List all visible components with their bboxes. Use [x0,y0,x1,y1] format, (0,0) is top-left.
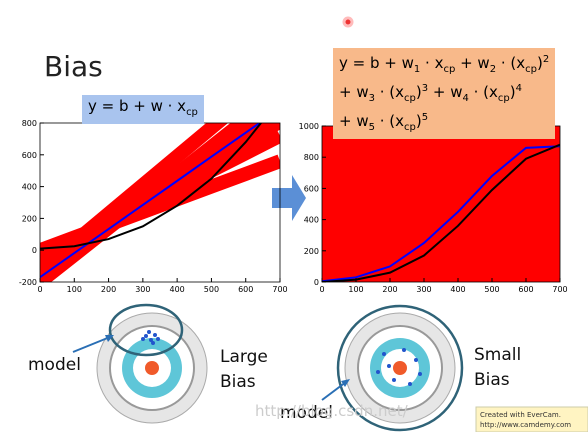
formula: y = b + w1 · xcp + w2 · (xcp)2 + w3 · (xc… [333,48,556,139]
y-tick-label: 400 [22,183,37,192]
formula-text: 3 [421,83,429,94]
series-line [40,123,229,277]
x-tick-label: 700 [272,285,287,294]
x-tick-label: 100 [348,285,363,294]
model-label: model [280,403,333,423]
formula-line: + w3 · (xcp)3 + w4 · (xcp)4 [339,79,549,108]
plot [322,126,560,282]
x-tick-label: 0 [37,285,42,294]
y-tick-label: 600 [22,151,37,160]
badge-text: http://www.camdemy.com [480,421,571,429]
formula-text: cp [497,93,510,104]
formula-text: cp [525,64,537,75]
x-tick-label: 300 [135,285,150,294]
watermark: http://blog.csdn.net/ [255,402,409,420]
x-tick-label: 0 [319,285,324,294]
y-tick-label: 400 [304,216,319,225]
y-tick-label: 0 [32,246,37,255]
formula-text: y = b + w [339,54,414,72]
x-tick-label: 400 [450,285,465,294]
x-tick-label: 500 [204,285,219,294]
formula-text: + w [428,83,463,101]
formula-text: · x [420,54,444,72]
formula-text: 3 [368,93,375,104]
formula-text: y = b + w · x [88,97,187,115]
formula-text: 5 [368,122,375,133]
y-tick-label: 800 [304,153,319,162]
arrow [272,175,306,221]
x-tick-label: 600 [518,285,533,294]
series-line [40,123,253,282]
formula-text: · (x [468,83,498,101]
formula-text: ) [509,83,516,101]
y-tick-label: -200 [19,278,37,287]
formula-text: ) [415,112,422,130]
model-label: model [28,355,81,375]
series-line [322,145,560,282]
pointer [342,16,354,28]
y-tick-label: 600 [304,184,319,193]
formula-text: 2 [489,64,497,75]
y-tick-label: 1000 [299,122,319,131]
x-tick-label: 200 [101,285,116,294]
formula-text: cp [186,107,198,118]
x-tick-label: 400 [170,285,185,294]
formula-text: 1 [413,64,421,75]
plot [40,123,280,282]
target-left [72,303,208,424]
caption: Large [220,347,268,367]
x-tick-label: 500 [484,285,499,294]
formula-text: cp [404,93,416,104]
formula-text: cp [443,64,456,75]
slide-title: Bias [44,50,103,83]
series-line [322,140,560,282]
y-tick-label: 200 [22,214,37,223]
formula-text: cp [404,122,416,133]
series-line [40,123,262,279]
formula-text: + w [455,54,490,72]
formula-text: 2 [542,54,550,65]
formula-text: 4 [515,83,523,94]
formula-line: y = b + w · xcp [88,97,198,122]
x-tick-label: 300 [416,285,431,294]
formula-text: · (x [374,112,405,130]
badge [475,406,588,432]
y-tick-label: 0 [314,278,319,287]
badge-text: Created with EverCam. [480,411,561,419]
formula-text: 4 [462,93,469,104]
target-right [321,304,464,432]
formula-line: y = b + w1 · xcp + w2 · (xcp)2 [339,50,549,79]
formula-text: 5 [421,112,429,123]
formula-text: + w [339,83,369,101]
formula-text: ) [536,54,543,72]
x-tick-label: 100 [67,285,82,294]
formula-text: ) [415,83,422,101]
series-line [40,123,263,250]
formula-line: + w5 · (xcp)5 [339,108,549,137]
y-tick-label: 200 [304,247,319,256]
caption: Bias [220,372,256,392]
y-tick-label: 800 [22,119,37,128]
x-tick-label: 700 [552,285,567,294]
x-tick-label: 600 [238,285,253,294]
formula-text: · (x [374,83,405,101]
caption: Bias [474,370,510,390]
formula-text: · (x [496,54,526,72]
formula-text: + w [339,112,369,130]
x-tick-label: 200 [382,285,397,294]
series-line [322,143,560,282]
caption: Small [474,345,521,365]
formula: y = b + w · xcp [82,95,204,124]
